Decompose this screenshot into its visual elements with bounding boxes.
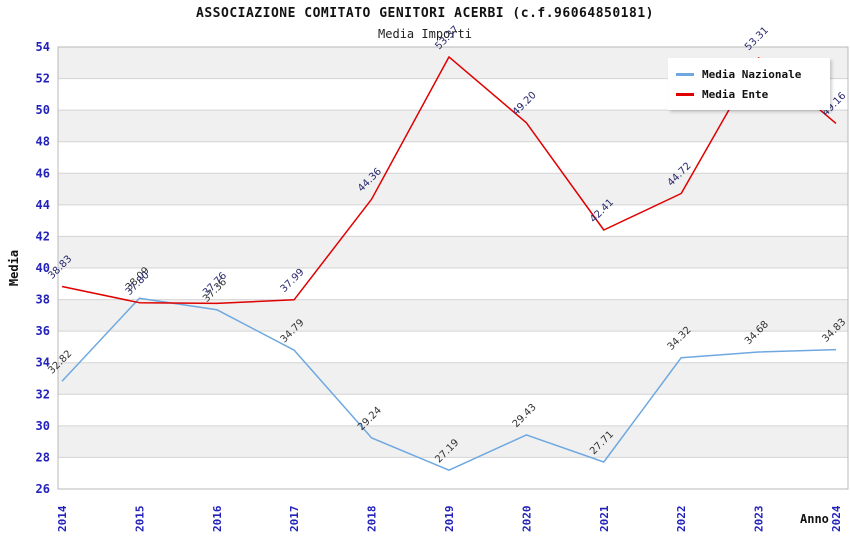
x-tick-label: 2016 — [211, 505, 224, 532]
y-tick-label: 26 — [36, 482, 50, 496]
y-tick-label: 32 — [36, 387, 50, 401]
y-tick-label: 44 — [36, 198, 50, 212]
media-nazionale-line-swatch — [676, 72, 694, 76]
y-tick-label: 50 — [36, 103, 50, 117]
plot-band — [58, 457, 848, 489]
media-ente-line-swatch — [676, 92, 694, 96]
legend-label-media-ente: Media Ente — [702, 87, 769, 101]
x-tick-label: 2019 — [443, 506, 456, 533]
legend-item-media-nazionale: Media Nazionale — [676, 64, 822, 84]
y-tick-label: 48 — [36, 135, 50, 149]
legend-label-media-nazionale: Media Nazionale — [702, 67, 802, 81]
y-tick-label: 46 — [36, 166, 50, 180]
x-tick-label: 2024 — [830, 505, 843, 532]
y-tick-label: 42 — [36, 229, 50, 243]
y-tick-label: 28 — [36, 450, 50, 464]
y-tick-label: 40 — [36, 261, 50, 275]
legend-item-media-ente: Media Ente — [676, 84, 822, 104]
plot-band — [58, 173, 848, 205]
plot-band — [58, 204, 848, 237]
x-tick-label: 2018 — [366, 506, 379, 533]
plot-band — [58, 268, 848, 300]
y-tick-label: 34 — [36, 356, 50, 370]
plot-band — [58, 110, 848, 142]
plot-band — [58, 331, 848, 363]
plot-band — [58, 394, 848, 426]
plot-band — [58, 299, 848, 332]
series-line-media-nazionale — [61, 297, 837, 471]
plot-band — [58, 362, 848, 395]
x-tick-label: 2015 — [133, 506, 146, 533]
series-line-media-ente — [61, 56, 837, 305]
x-tick-label: 2023 — [753, 506, 766, 533]
y-axis-title: Media — [7, 249, 21, 287]
y-tick-label: 36 — [36, 324, 50, 338]
x-tick-label: 2020 — [520, 506, 533, 533]
chart-subtitle: Media Importi — [378, 27, 472, 41]
x-tick-label: 2022 — [675, 506, 688, 533]
x-tick-label: 2014 — [56, 505, 69, 532]
plot-band — [58, 425, 848, 458]
legend: Media Nazionale Media Ente — [668, 58, 830, 110]
plot-band — [58, 141, 848, 174]
x-tick-label: 2017 — [288, 506, 301, 533]
x-axis-title: Anno — [800, 512, 829, 526]
x-tick-label: 2021 — [598, 505, 611, 532]
plot-band — [58, 236, 848, 268]
plot-border — [57, 46, 849, 490]
chart-title: ASSOCIAZIONE COMITATO GENITORI ACERBI (c… — [196, 6, 654, 21]
y-tick-label: 52 — [36, 72, 50, 86]
y-tick-label: 30 — [36, 419, 50, 433]
y-tick-label: 38 — [36, 293, 50, 307]
y-tick-label: 54 — [36, 40, 50, 54]
